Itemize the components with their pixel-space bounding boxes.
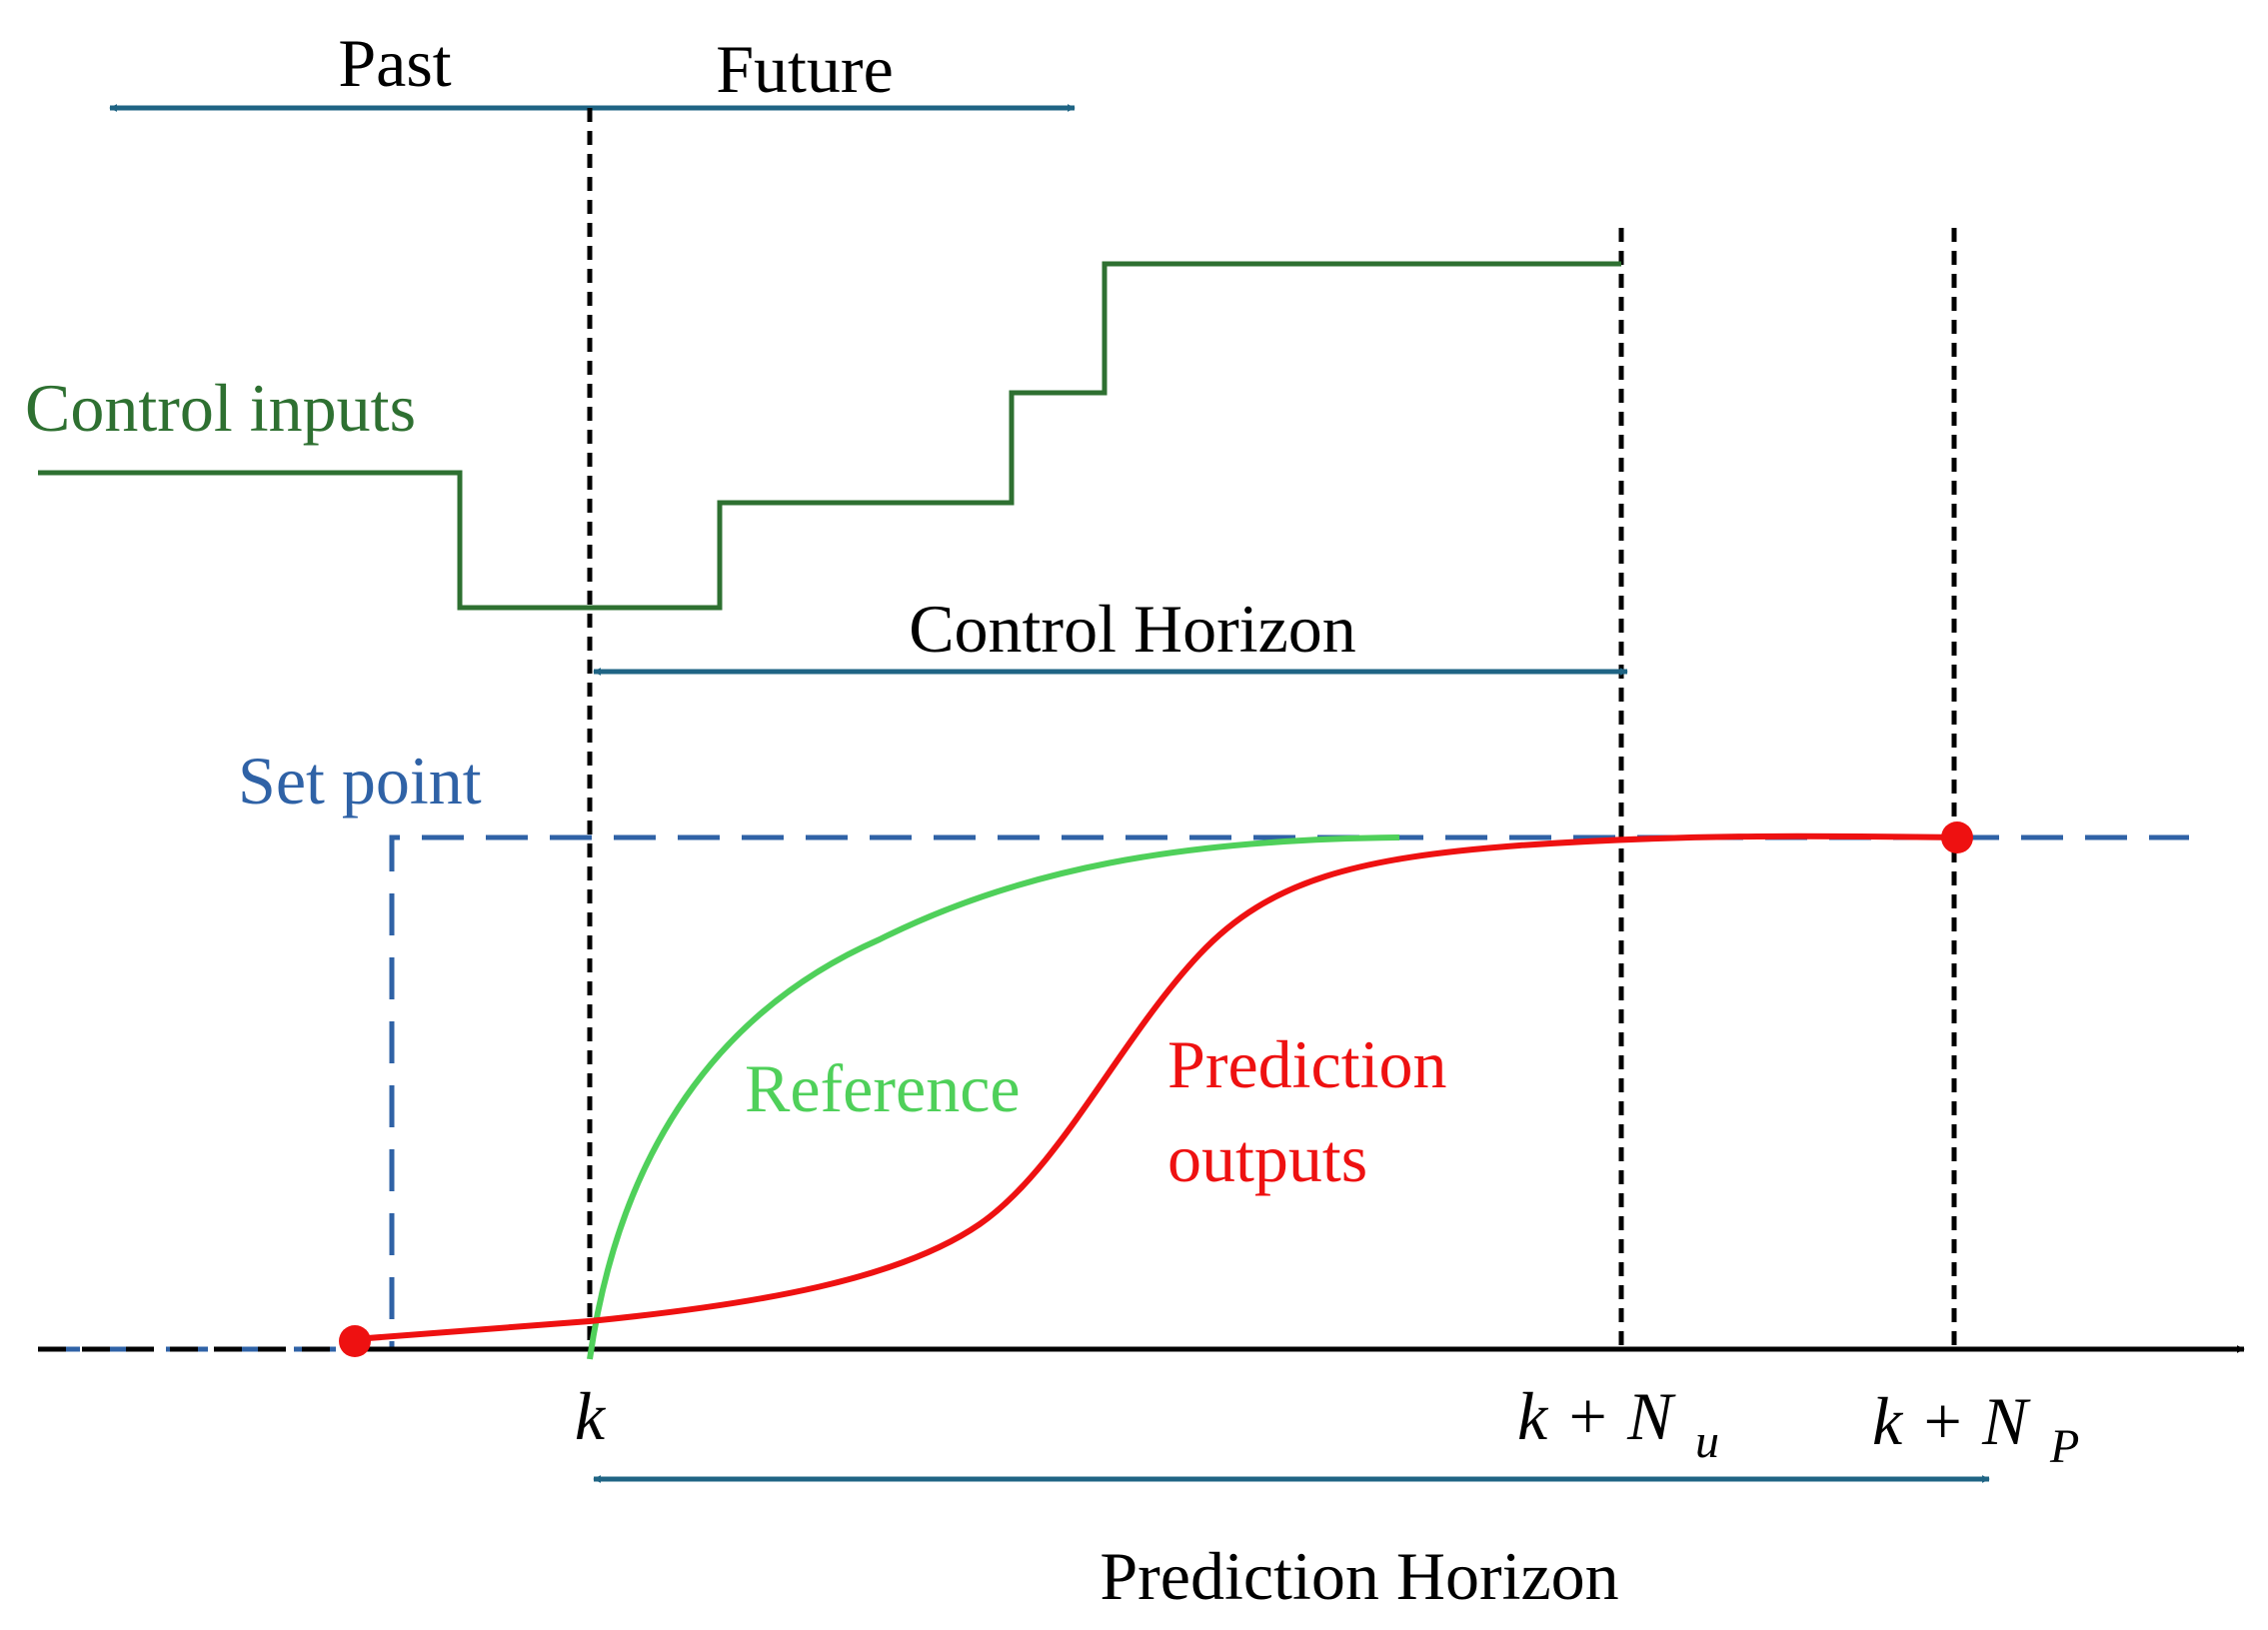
tick-k-plus-nu-main: k + N <box>1517 1378 1676 1454</box>
tick-k-plus-nu: k + N u <box>1517 1378 1719 1468</box>
control-horizon-label: Control Horizon <box>909 591 1356 667</box>
control-inputs-label: Control inputs <box>25 370 416 446</box>
prediction-curve <box>354 832 1955 1342</box>
prediction-label-line2: outputs <box>1167 1120 1367 1196</box>
reference-label: Reference <box>745 1050 1021 1126</box>
tick-k-plus-np-main: k + N <box>1872 1383 2031 1459</box>
prediction-label-line1: Prediction <box>1167 1026 1447 1102</box>
tick-k-plus-np: k + N P <box>1872 1383 2079 1473</box>
control-input-signal <box>38 261 1621 611</box>
reference-curve <box>587 834 1400 1360</box>
tick-k-plus-np-sub: P <box>2049 1420 2079 1473</box>
tick-k-plus-nu-sub: u <box>1695 1415 1719 1468</box>
prediction-end-dot <box>1941 821 1973 853</box>
past-label: Past <box>338 25 451 101</box>
prediction-start-dot <box>339 1325 371 1357</box>
set-point-label: Set point <box>238 743 482 818</box>
tick-k: k <box>575 1378 607 1454</box>
future-label: Future <box>716 31 894 107</box>
set-point-line <box>38 834 2189 1352</box>
prediction-horizon-label: Prediction Horizon <box>1100 1538 1618 1614</box>
